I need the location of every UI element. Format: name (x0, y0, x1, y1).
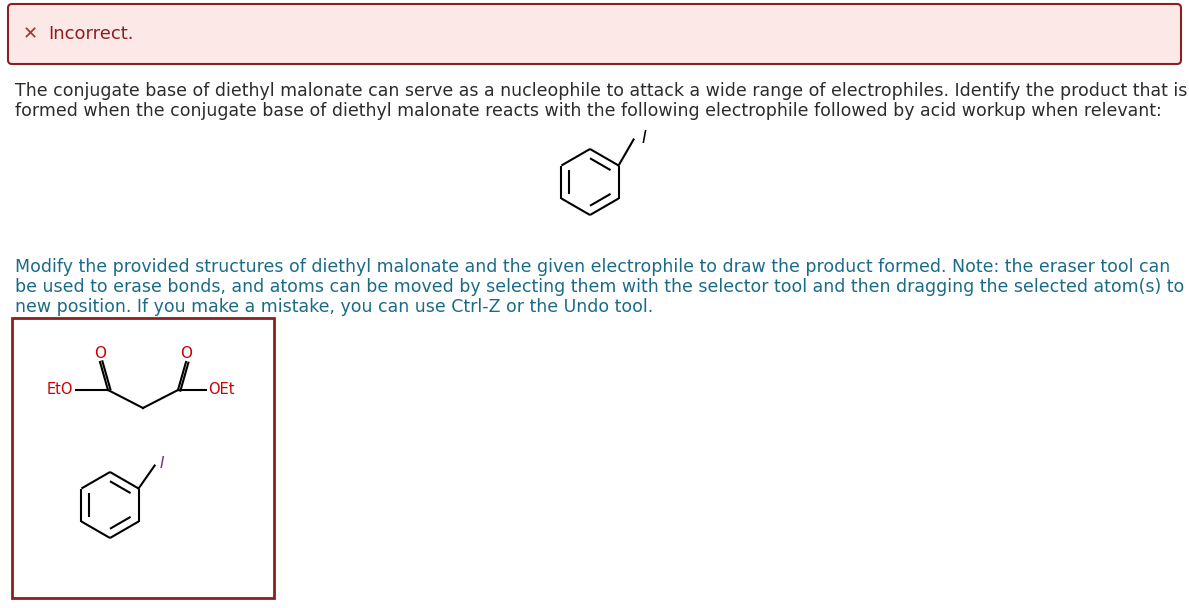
Text: I: I (159, 456, 164, 471)
Text: new position. If you make a mistake, you can use Ctrl-Z or the Undo tool.: new position. If you make a mistake, you… (15, 298, 653, 316)
Text: Incorrect.: Incorrect. (48, 25, 133, 43)
FancyBboxPatch shape (8, 4, 1181, 64)
Text: O: O (94, 345, 106, 361)
Text: formed when the conjugate base of diethyl malonate reacts with the following ele: formed when the conjugate base of diethy… (15, 102, 1162, 120)
Text: OEt: OEt (208, 382, 234, 398)
Text: Modify the provided structures of diethyl malonate and the given electrophile to: Modify the provided structures of diethy… (15, 258, 1170, 276)
Bar (12, 318, 273, 598)
Text: EtO: EtO (46, 382, 73, 398)
Text: be used to erase bonds, and atoms can be moved by selecting them with the select: be used to erase bonds, and atoms can be… (15, 278, 1189, 296)
Text: The conjugate base of diethyl malonate can serve as a nucleophile to attack a wi: The conjugate base of diethyl malonate c… (15, 82, 1188, 100)
Text: I: I (642, 128, 647, 147)
Text: ✕: ✕ (23, 25, 38, 43)
Text: O: O (180, 345, 191, 361)
